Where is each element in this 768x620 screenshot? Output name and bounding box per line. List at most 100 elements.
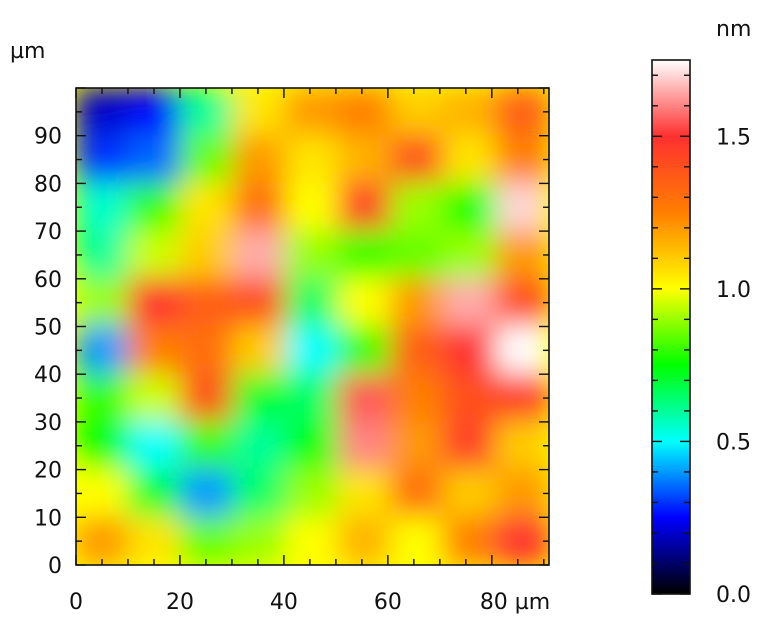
heatmap-cell: [127, 134, 183, 185]
heatmap-cell: [76, 277, 130, 328]
heatmap-cell: [285, 325, 340, 376]
heatmap-cell: [232, 325, 288, 376]
heatmap-cell: [232, 373, 288, 423]
heatmap-cell: [495, 182, 549, 233]
colorbar-tick-label: 0.5: [716, 430, 751, 455]
heatmap-cell: [180, 182, 235, 233]
y-tick-label: 80: [34, 172, 62, 197]
heatmap-cell: [285, 373, 340, 423]
heatmap-cell: [337, 277, 393, 328]
heatmap-cell: [285, 516, 340, 565]
heatmap-cell: [285, 468, 340, 519]
heatmap-cell: [127, 88, 183, 137]
heatmap-cell: [232, 277, 288, 328]
heatmap-cell: [442, 468, 498, 519]
heatmap-cell: [180, 230, 235, 280]
heatmap-cell: [390, 182, 445, 233]
heatmap-cell: [127, 468, 183, 519]
heatmap-cell: [127, 373, 183, 423]
heatmap-cell: [495, 88, 549, 137]
heatmap-cell: [285, 88, 340, 137]
heatmap-cell: [337, 373, 393, 423]
heatmap-cell: [127, 420, 183, 471]
heatmap-cell: [76, 88, 130, 137]
colorbar-frame: [651, 59, 691, 595]
heatmap-cell: [76, 420, 130, 471]
heatmap-cell: [180, 277, 235, 328]
heatmap-cell: [180, 420, 235, 471]
heatmap-cell: [390, 230, 445, 280]
heatmap-cell: [495, 373, 549, 423]
heatmap-cell: [76, 325, 130, 376]
y-tick-label: 0: [48, 554, 62, 579]
heatmap-cell: [127, 516, 183, 565]
heatmap-cell: [232, 516, 288, 565]
heatmap-cell: [232, 88, 288, 137]
colorbar-ticks: 0.0 0.5 1.0 1.5: [652, 74, 751, 608]
heatmap-cell: [127, 277, 183, 328]
heatmap-cell: [390, 325, 445, 376]
x-tick-label: 60: [374, 590, 402, 615]
y-axis-unit: µm: [10, 39, 45, 64]
heatmap-cell: [390, 468, 445, 519]
heatmap-cell: [232, 420, 288, 471]
heatmap-cell: [232, 134, 288, 185]
heatmap-cell: [180, 373, 235, 423]
heatmap-cell: [442, 516, 498, 565]
y-tick-label: 70: [34, 220, 62, 245]
heatmap-cell: [442, 420, 498, 471]
x-axis: 0 20 40 60 80 µm: [69, 88, 550, 615]
heatmap-cell: [337, 468, 393, 519]
heatmap-cell: [285, 182, 340, 233]
y-tick-label: 20: [34, 459, 62, 484]
heatmap-cell: [337, 230, 393, 280]
x-tick-label: 20: [166, 590, 194, 615]
colorbar-gradient: [652, 60, 690, 594]
heatmap-cell: [180, 325, 235, 376]
y-tick-label: 50: [34, 316, 62, 341]
heatmap-cell: [390, 88, 445, 137]
heatmap-cell: [232, 468, 288, 519]
heatmap-cell: [495, 134, 549, 185]
heatmap-cell: [495, 468, 549, 519]
heatmap-cell: [76, 134, 130, 185]
heatmap-cell: [495, 325, 549, 376]
heatmap-cells: [76, 88, 549, 565]
heatmap-cell: [285, 134, 340, 185]
y-tick-label: 90: [34, 125, 62, 150]
heatmap-cell: [337, 420, 393, 471]
heatmap-cell: [390, 373, 445, 423]
heatmap-cell: [337, 134, 393, 185]
heatmap-cell: [337, 88, 393, 137]
heatmap-cell: [127, 325, 183, 376]
x-tick-label: 80 µm: [480, 590, 550, 615]
heatmap-cell: [442, 325, 498, 376]
y-axis: 0 10 20 30 40 50 60 70 80 90: [34, 87, 549, 579]
heatmap-cell: [285, 420, 340, 471]
heatmap-cell: [76, 468, 130, 519]
heatmap-cell: [442, 88, 498, 137]
colorbar-unit: nm: [716, 17, 751, 42]
heatmap-cell: [76, 373, 130, 423]
x-tick-label: 40: [270, 590, 298, 615]
plot-area: [75, 87, 550, 566]
colorbar: 0.0 0.5 1.0 1.5 nm: [651, 17, 751, 608]
heatmap-cell: [495, 420, 549, 471]
colorbar-tick-label: 1.0: [716, 278, 751, 303]
heatmap-cell: [390, 420, 445, 471]
heatmap-cell: [337, 182, 393, 233]
colorbar-tick-label: 0.0: [716, 583, 751, 608]
heatmap-cell: [442, 230, 498, 280]
heatmap-cell: [76, 182, 130, 233]
heatmap-cell: [442, 134, 498, 185]
heatmap-cell: [180, 134, 235, 185]
heatmap-cell: [285, 230, 340, 280]
heatmap-cell: [442, 182, 498, 233]
heatmap-cell: [285, 277, 340, 328]
heatmap-cell: [390, 516, 445, 565]
y-tick-label: 40: [34, 363, 62, 388]
x-tick-label: 0: [69, 590, 83, 615]
heatmap-cell: [337, 325, 393, 376]
heatmap-cell: [442, 373, 498, 423]
